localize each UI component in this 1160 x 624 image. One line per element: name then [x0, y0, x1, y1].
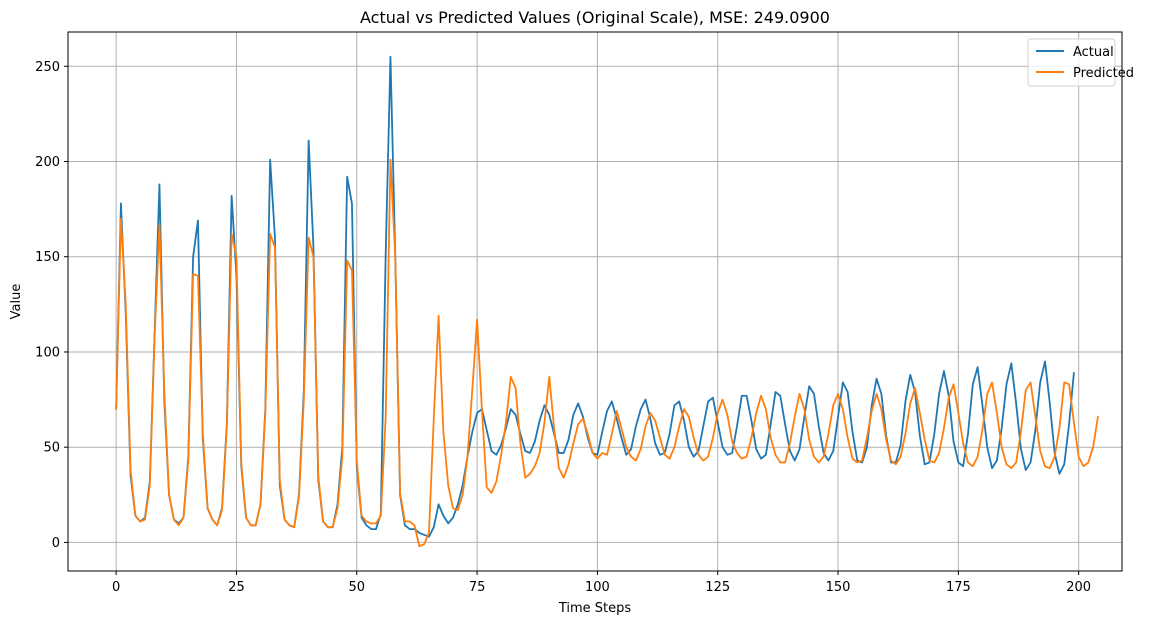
x-tick-label: 100 [585, 580, 610, 595]
x-tick-label: 200 [1066, 580, 1091, 595]
y-tick-label: 0 [52, 536, 60, 551]
legend-label-predicted: Predicted [1073, 66, 1134, 81]
series-line-actual [115, 55, 1075, 538]
x-tick-label: 175 [946, 580, 971, 595]
axis-ticks: 0 25 50 75 100 125 150 175 200 0 50 100 150 200 250 [35, 60, 1091, 595]
grid [68, 32, 1122, 571]
x-tick-label: 75 [469, 580, 486, 595]
x-tick-label: 25 [228, 580, 245, 595]
series-lines [115, 55, 1099, 548]
y-tick-label: 150 [35, 250, 60, 265]
y-tick-label: 200 [35, 155, 60, 170]
y-tick-label: 50 [43, 441, 60, 456]
legend: Actual Predicted [1027, 38, 1134, 87]
plot-area-frame [67, 31, 1123, 572]
x-tick-label: 125 [705, 580, 730, 595]
legend-label-actual: Actual [1073, 45, 1114, 60]
chart-title: Actual vs Predicted Values (Original Sca… [360, 8, 830, 27]
series-line-predicted [115, 158, 1099, 548]
y-tick-label: 100 [35, 345, 60, 360]
x-tick-label: 0 [112, 580, 120, 595]
x-axis-label: Time Steps [558, 601, 632, 616]
x-tick-label: 50 [348, 580, 365, 595]
x-tick-label: 150 [826, 580, 851, 595]
y-tick-label: 250 [35, 60, 60, 75]
y-axis-label: Value [9, 284, 24, 320]
